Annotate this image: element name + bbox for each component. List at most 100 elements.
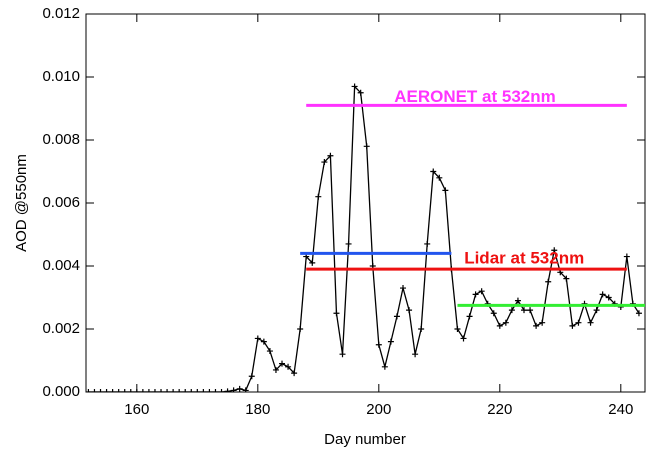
point-marker: [218, 389, 225, 392]
point-marker: [145, 389, 152, 392]
point-marker: [393, 313, 400, 320]
point-marker: [327, 152, 334, 159]
point-marker: [635, 310, 642, 317]
point-marker: [188, 389, 195, 392]
point-marker: [587, 319, 594, 326]
point-marker: [460, 335, 467, 342]
point-marker: [254, 335, 261, 342]
point-marker: [472, 291, 479, 298]
point-marker: [151, 389, 158, 392]
point-marker: [309, 259, 316, 266]
point-marker: [333, 310, 340, 317]
point-marker: [381, 363, 388, 370]
point-marker: [539, 319, 546, 326]
point-marker: [593, 307, 600, 314]
point-marker: [133, 389, 140, 392]
y-axis-label: AOD @550nm: [13, 154, 30, 252]
point-marker: [285, 363, 292, 370]
point-marker: [121, 389, 128, 392]
point-marker: [291, 370, 298, 377]
point-marker: [170, 389, 177, 392]
point-marker: [514, 297, 521, 304]
point-marker: [109, 389, 116, 392]
point-marker: [533, 322, 540, 329]
point-marker: [103, 389, 110, 392]
annotation: Lidar at 532nm: [464, 249, 584, 268]
point-marker: [424, 240, 431, 247]
point-marker: [194, 389, 201, 392]
point-marker: [375, 341, 382, 348]
plot-frame: [85, 13, 646, 393]
point-marker: [266, 348, 273, 355]
point-marker: [279, 360, 286, 367]
point-marker: [521, 307, 528, 314]
point-marker: [478, 288, 485, 295]
point-marker: [490, 310, 497, 317]
data-line: [88, 84, 640, 392]
point-marker: [551, 247, 558, 254]
point-marker: [436, 174, 443, 181]
point-marker: [430, 168, 437, 175]
point-marker: [212, 389, 219, 392]
point-marker: [321, 159, 328, 166]
point-marker: [248, 373, 255, 380]
point-marker: [454, 326, 461, 332]
point-marker: [357, 89, 364, 96]
y-tick-label: 0.012: [42, 5, 80, 22]
y-tick-label: 0.010: [42, 68, 80, 85]
x-tick-label: 240: [608, 401, 633, 418]
point-marker: [115, 389, 122, 392]
point-marker: [569, 322, 576, 329]
x-tick-label: 160: [124, 401, 149, 418]
point-marker: [406, 307, 413, 314]
point-marker: [236, 385, 243, 392]
point-marker: [176, 389, 183, 392]
point-marker: [575, 319, 582, 326]
point-marker: [242, 387, 249, 392]
y-tick-label: 0.006: [42, 194, 80, 211]
point-marker: [260, 338, 267, 345]
point-marker: [387, 338, 394, 345]
point-marker: [345, 240, 352, 247]
point-marker: [127, 389, 134, 392]
point-marker: [412, 351, 419, 358]
point-marker: [315, 193, 322, 200]
point-marker: [200, 389, 207, 392]
point-marker: [508, 307, 515, 314]
point-marker: [182, 389, 189, 392]
point-marker: [339, 351, 346, 358]
point-marker: [139, 389, 146, 392]
y-tick-label: 0.002: [42, 320, 80, 337]
point-marker: [351, 83, 358, 90]
y-tick-label: 0.008: [42, 131, 80, 148]
point-marker: [297, 326, 304, 332]
point-marker: [224, 388, 231, 392]
point-marker: [545, 278, 552, 285]
x-tick-label: 180: [245, 401, 270, 418]
point-marker: [599, 291, 606, 298]
point-marker: [230, 387, 237, 392]
annotation: AERONET at 532nm: [394, 87, 556, 106]
point-marker: [86, 389, 92, 392]
point-marker: [97, 389, 104, 392]
point-marker: [496, 322, 503, 329]
x-tick-label: 200: [366, 401, 391, 418]
x-axis-label: Day number: [324, 431, 406, 448]
point-marker: [466, 313, 473, 320]
point-marker: [527, 307, 534, 314]
point-marker: [206, 389, 213, 392]
point-marker: [563, 275, 570, 282]
point-marker: [502, 319, 509, 326]
point-marker: [91, 389, 98, 392]
x-tick-label: 220: [487, 401, 512, 418]
point-marker: [363, 143, 370, 150]
y-tick-label: 0.004: [42, 257, 80, 274]
point-marker: [158, 389, 165, 392]
y-tick-label: 0.000: [42, 383, 80, 400]
point-marker: [272, 366, 279, 373]
point-marker: [623, 253, 630, 260]
point-marker: [164, 389, 171, 392]
point-marker: [605, 294, 612, 301]
